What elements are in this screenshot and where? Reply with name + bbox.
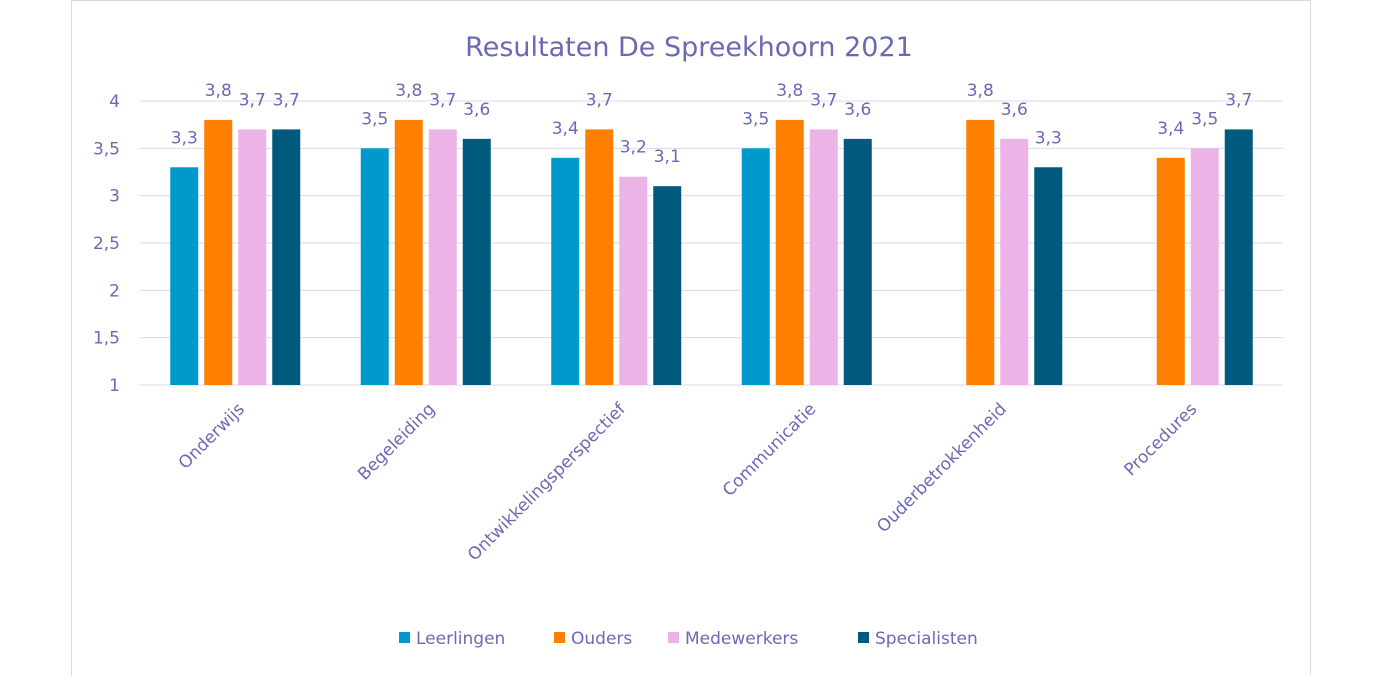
bar-medewerkers-begeleiding	[428, 129, 457, 385]
bar-specialisten-begeleiding	[462, 138, 491, 385]
data-label: 3,6	[463, 100, 490, 120]
data-label: 3,7	[586, 90, 613, 110]
data-label: 3,5	[361, 109, 388, 129]
bars	[170, 119, 1253, 385]
y-tick-label: 1	[109, 376, 120, 396]
data-label: 3,5	[742, 109, 769, 129]
data-label: 3,3	[171, 128, 198, 148]
bar-leerlingen-communicatie	[741, 148, 770, 385]
y-tick-label: 2,5	[93, 234, 120, 254]
category-label: Ontwikkelingsperspectief	[464, 399, 630, 565]
data-label: 3,7	[429, 90, 456, 110]
legend-label: Leerlingen	[416, 629, 505, 649]
data-label: 3,8	[776, 81, 803, 101]
data-label: 3,7	[239, 90, 266, 110]
bar-specialisten-onderwijs	[272, 129, 301, 385]
legend-item-ouders: Ouders	[554, 629, 632, 649]
legend: Leerlingen Ouders Medewerkers Specialisten	[399, 629, 978, 649]
bar-ouders-ontwikkelingsperspectief	[585, 129, 614, 385]
legend-item-leerlingen: Leerlingen	[399, 629, 505, 649]
data-label: 3,4	[552, 119, 579, 139]
bar-specialisten-ouderbetrokkenheid	[1034, 167, 1063, 385]
data-label: 3,4	[1157, 119, 1184, 139]
bar-leerlingen-begeleiding	[360, 148, 389, 385]
legend-swatch	[858, 632, 869, 643]
data-label: 3,7	[810, 90, 837, 110]
category-label: Ouderbetrokkenheid	[873, 399, 1010, 536]
y-tick-label: 1,5	[93, 329, 120, 349]
category-label: Begeleiding	[354, 399, 439, 484]
legend-swatch	[399, 632, 410, 643]
y-axis-ticks: 1 1,5 2 2,5 3 3,5 4	[93, 92, 120, 396]
bar-medewerkers-communicatie	[809, 129, 838, 385]
bar-ouders-onderwijs	[204, 119, 233, 385]
data-label: 3,8	[205, 81, 232, 101]
data-labels: 3,3 3,8 3,7 3,7 3,5 3,8 3,7 3,6 3,4 3,7 3,2 3,1 3,5 3…	[171, 81, 1253, 167]
legend-label: Ouders	[571, 629, 632, 649]
legend-label: Medewerkers	[685, 629, 798, 649]
bar-medewerkers-onderwijs	[238, 129, 267, 385]
x-axis-categories: Onderwijs Begeleiding Ontwikkelingsperspec…	[175, 399, 1202, 565]
data-label: 3,6	[1001, 100, 1028, 120]
bar-ouders-begeleiding	[394, 119, 423, 385]
legend-swatch	[668, 632, 679, 643]
data-label: 3,8	[967, 81, 994, 101]
bar-specialisten-communicatie	[843, 138, 872, 385]
data-label: 3,2	[620, 138, 647, 158]
category-label: Procedures	[1120, 399, 1201, 480]
data-label: 3,6	[844, 100, 871, 120]
y-tick-label: 2	[109, 281, 120, 301]
category-label: Onderwijs	[175, 399, 249, 473]
chart-title: Resultaten De Spreekhoorn 2021	[465, 32, 913, 63]
y-tick-label: 3	[109, 187, 120, 207]
bar-ouders-ouderbetrokkenheid	[966, 119, 995, 385]
y-tick-label: 4	[109, 92, 120, 112]
bar-leerlingen-onderwijs	[170, 167, 199, 385]
bar-medewerkers-ontwikkelingsperspectief	[619, 176, 648, 385]
grid-lines	[140, 100, 1283, 386]
data-label: 3,8	[395, 81, 422, 101]
legend-item-specialisten: Specialisten	[858, 629, 978, 649]
bar-leerlingen-ontwikkelingsperspectief	[551, 157, 580, 385]
legend-item-medewerkers: Medewerkers	[668, 629, 798, 649]
data-label: 3,7	[273, 90, 300, 110]
bar-specialisten-ontwikkelingsperspectief	[653, 186, 682, 385]
category-label: Communicatie	[719, 399, 820, 500]
legend-swatch	[554, 632, 565, 643]
data-label: 3,3	[1035, 128, 1062, 148]
legend-label: Specialisten	[875, 629, 978, 649]
data-label: 3,1	[654, 147, 681, 167]
y-tick-label: 3,5	[93, 139, 120, 159]
bar-medewerkers-procedures	[1190, 148, 1219, 385]
bar-ouders-communicatie	[775, 119, 804, 385]
bar-medewerkers-ouderbetrokkenheid	[1000, 138, 1029, 385]
data-label: 3,7	[1225, 90, 1252, 110]
bar-specialisten-procedures	[1224, 129, 1253, 385]
data-label: 3,5	[1191, 109, 1218, 129]
bar-ouders-procedures	[1156, 157, 1185, 385]
